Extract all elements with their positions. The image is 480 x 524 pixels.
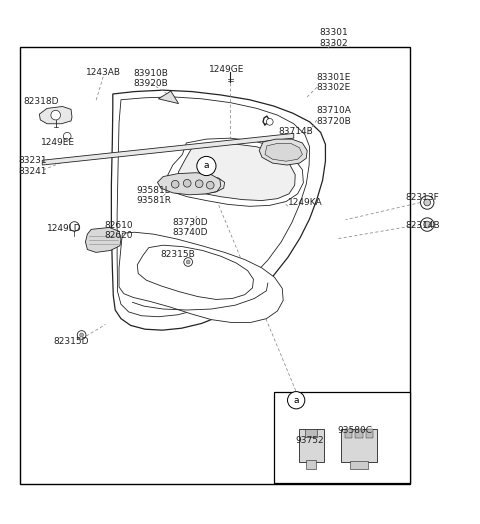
Circle shape [195, 180, 203, 188]
Circle shape [183, 179, 191, 187]
Text: 82610
82620: 82610 82620 [105, 221, 133, 241]
Polygon shape [158, 91, 179, 104]
Text: a: a [204, 161, 209, 170]
Text: 93580C: 93580C [338, 427, 372, 435]
Text: 83231
83241: 83231 83241 [18, 156, 47, 176]
Circle shape [266, 118, 273, 125]
Circle shape [424, 221, 431, 228]
Circle shape [206, 181, 214, 189]
Polygon shape [111, 90, 325, 330]
Circle shape [171, 180, 179, 188]
Text: 1249GE: 1249GE [209, 66, 244, 74]
Text: 82314B: 82314B [405, 222, 440, 231]
Polygon shape [42, 134, 294, 165]
Text: 83714B: 83714B [278, 127, 313, 136]
Circle shape [70, 222, 79, 231]
Bar [306, 460, 316, 469]
Text: 83710A
83720B: 83710A 83720B [317, 106, 352, 126]
Text: 1249LD: 1249LD [47, 224, 81, 233]
Circle shape [420, 218, 434, 231]
Text: 93752: 93752 [295, 436, 324, 445]
Polygon shape [169, 177, 225, 194]
Polygon shape [167, 138, 303, 206]
Polygon shape [85, 227, 121, 253]
Bar [345, 429, 352, 438]
Text: 1249KA: 1249KA [288, 198, 323, 207]
Text: 82315B: 82315B [160, 250, 195, 259]
Polygon shape [137, 245, 253, 299]
Text: 83301
83302: 83301 83302 [319, 28, 348, 48]
Circle shape [420, 196, 434, 209]
Text: 83910B
83920B: 83910B 83920B [134, 69, 168, 89]
Circle shape [186, 260, 190, 264]
Polygon shape [265, 144, 302, 161]
Circle shape [288, 391, 305, 409]
Text: 82315D: 82315D [53, 337, 89, 346]
Text: 1243AB: 1243AB [86, 68, 120, 77]
Bar [341, 429, 377, 462]
Bar [350, 461, 368, 470]
Circle shape [424, 199, 431, 206]
Polygon shape [119, 232, 283, 322]
Circle shape [184, 258, 192, 266]
Bar [274, 391, 410, 483]
Circle shape [77, 331, 86, 339]
Text: 83301E
83302E: 83301E 83302E [317, 73, 351, 92]
Text: 82313F: 82313F [406, 193, 439, 202]
Bar [355, 429, 363, 438]
Polygon shape [259, 139, 307, 165]
Polygon shape [178, 144, 295, 201]
Bar [305, 429, 317, 437]
Circle shape [63, 133, 71, 140]
Text: 83730D
83740D: 83730D 83740D [173, 218, 208, 237]
Polygon shape [117, 97, 310, 316]
Circle shape [80, 333, 84, 337]
Circle shape [51, 111, 60, 120]
Polygon shape [39, 106, 72, 124]
Text: 1249EE: 1249EE [41, 138, 74, 147]
Text: 93581L
93581R: 93581L 93581R [137, 186, 172, 205]
Text: a: a [293, 396, 299, 405]
Text: 82318D: 82318D [23, 97, 59, 106]
Bar [366, 429, 373, 438]
Bar [299, 429, 324, 462]
Bar [20, 47, 410, 484]
Polygon shape [157, 173, 221, 195]
Circle shape [197, 156, 216, 176]
